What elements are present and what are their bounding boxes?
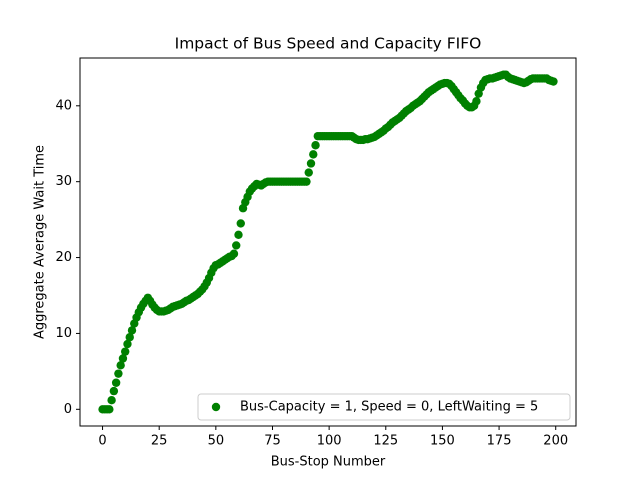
x-tick-label: 125: [373, 434, 398, 449]
point: [229, 249, 239, 258]
legend-box: [197, 393, 571, 421]
point: [549, 77, 558, 86]
x-tick-label: 100: [317, 434, 342, 449]
point: [306, 159, 316, 168]
point: [236, 219, 245, 228]
point: [121, 347, 130, 356]
x-tick-label: 150: [430, 434, 455, 449]
point: [109, 386, 119, 396]
point: [114, 369, 123, 378]
point: [111, 378, 121, 387]
y-tick-label: 0: [64, 402, 72, 417]
x-tick-label: 0: [98, 434, 106, 449]
chart-title: Impact of Bus Speed and Capacity FIFO: [175, 35, 482, 53]
point: [107, 396, 116, 405]
point: [118, 354, 128, 363]
point: [234, 230, 243, 239]
point: [302, 177, 311, 186]
x-tick-label: 175: [487, 434, 512, 449]
point: [311, 141, 320, 150]
point: [304, 168, 313, 177]
x-axis-label: Bus-Stop Number: [271, 455, 386, 470]
point: [127, 326, 137, 335]
y-tick-label: 10: [55, 326, 72, 341]
y-tick-label: 20: [55, 250, 72, 265]
legend-label: Bus-Capacity = 1, Speed = 0, LeftWaiting…: [240, 400, 538, 415]
point: [309, 150, 318, 159]
x-tick-label: 50: [208, 434, 225, 449]
point: [472, 97, 481, 106]
y-tick-label: 30: [55, 174, 72, 189]
x-tick-label: 25: [151, 434, 168, 449]
point: [123, 339, 132, 349]
y-tick-label: 40: [55, 98, 72, 113]
point: [232, 241, 241, 250]
legend-marker: [211, 402, 221, 412]
point: [105, 405, 114, 414]
y-axis-label: Aggregate Average Wait Time: [33, 145, 48, 339]
axes-frame: [79, 57, 577, 427]
x-tick-label: 200: [543, 434, 568, 449]
point: [116, 361, 125, 370]
point: [125, 333, 134, 342]
x-tick-label: 75: [264, 434, 281, 449]
